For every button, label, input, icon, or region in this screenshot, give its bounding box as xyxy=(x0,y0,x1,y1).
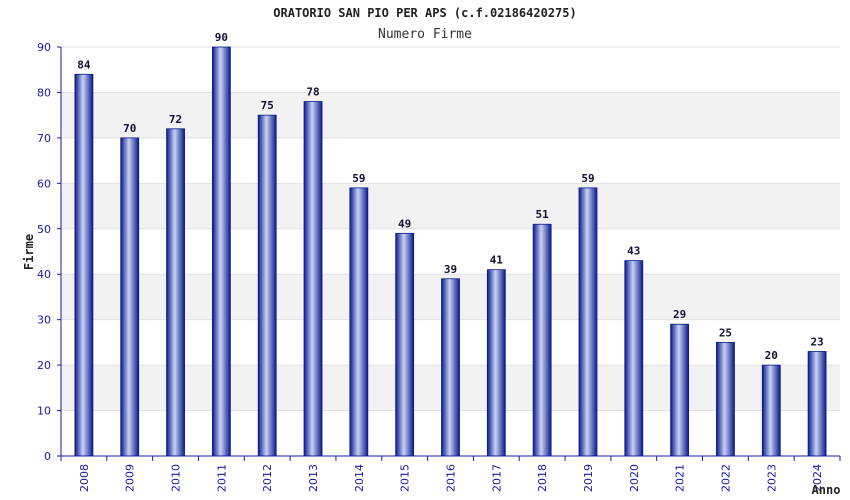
data-label: 23 xyxy=(810,335,823,348)
x-tick-label: 2008 xyxy=(78,464,91,492)
bar xyxy=(166,128,185,457)
data-label: 43 xyxy=(627,245,640,258)
x-tick-label: 2018 xyxy=(536,464,549,492)
x-tick-label: 2023 xyxy=(765,464,778,492)
grid-band xyxy=(61,92,840,138)
x-tick-label: 2020 xyxy=(628,464,641,492)
y-tick-label: 10 xyxy=(37,405,51,418)
y-tick-label: 90 xyxy=(37,41,51,54)
x-tick-label: 2016 xyxy=(445,464,458,492)
data-label: 59 xyxy=(352,172,365,185)
x-tick-label: 2014 xyxy=(353,464,366,492)
bar xyxy=(303,101,323,457)
grid-band xyxy=(61,183,840,229)
y-tick-label: 50 xyxy=(37,223,51,236)
data-label: 78 xyxy=(306,86,319,99)
x-axis-label: Anno xyxy=(812,483,841,497)
x-tick-label: 2013 xyxy=(307,464,320,492)
y-tick-label: 40 xyxy=(37,268,51,281)
y-tick-label: 80 xyxy=(37,86,51,99)
bar xyxy=(716,341,735,457)
x-tick-label: 2011 xyxy=(215,464,228,492)
data-label: 70 xyxy=(123,122,136,135)
x-tick-label: 2010 xyxy=(170,464,183,492)
x-tick-label: 2022 xyxy=(719,464,732,492)
bar xyxy=(486,269,506,457)
x-tick-label: 2015 xyxy=(399,464,412,492)
bar xyxy=(349,187,369,457)
bar xyxy=(761,364,781,457)
x-tick-label: 2019 xyxy=(582,464,595,492)
bar xyxy=(441,278,460,457)
bar xyxy=(670,323,690,457)
data-label: 84 xyxy=(77,58,91,71)
bar xyxy=(74,73,94,457)
y-tick-label: 30 xyxy=(37,314,51,327)
data-label: 41 xyxy=(490,254,504,267)
data-labels: 84 70 72 90 75 78 59 49 39 41 51 59 43 29 25 20 23 xyxy=(77,31,823,362)
data-label: 20 xyxy=(765,349,778,362)
data-label: 29 xyxy=(673,308,686,321)
data-label: 90 xyxy=(215,31,228,44)
bar xyxy=(395,232,415,457)
y-tick-label: 60 xyxy=(37,177,51,190)
x-tick-label: 2017 xyxy=(490,464,503,492)
y-tick-label: 20 xyxy=(37,359,51,372)
bar xyxy=(257,114,277,457)
y-tick-label: 0 xyxy=(44,450,51,463)
y-axis-ticks: 0 10 20 30 40 50 60 70 80 90 xyxy=(37,41,61,463)
bar xyxy=(807,351,827,457)
chart-subtitle: Numero Firme xyxy=(378,27,472,42)
bar xyxy=(120,137,140,457)
data-label: 59 xyxy=(581,172,594,185)
x-tick-label: 2024 xyxy=(811,464,824,492)
data-label: 51 xyxy=(536,208,550,221)
data-label: 25 xyxy=(719,326,732,339)
x-tick-label: 2012 xyxy=(261,464,274,492)
x-axis-ticks: 2008 2009 2010 2011 2012 2013 2014 2015 2016 2017… xyxy=(60,456,841,492)
bar xyxy=(211,46,231,457)
y-axis-label: Firme xyxy=(22,234,36,270)
bars xyxy=(74,46,827,457)
y-tick-label: 70 xyxy=(37,132,51,145)
chart-title: ORATORIO SAN PIO PER APS (c.f.0218642027… xyxy=(273,6,576,20)
data-label: 75 xyxy=(261,99,274,112)
x-tick-label: 2009 xyxy=(124,464,137,492)
data-label: 39 xyxy=(444,263,457,276)
x-tick-label: 2021 xyxy=(674,464,687,492)
data-label: 72 xyxy=(169,113,182,126)
bar xyxy=(624,260,644,457)
bar xyxy=(578,187,598,457)
bar xyxy=(532,223,552,457)
data-label: 49 xyxy=(398,217,411,230)
